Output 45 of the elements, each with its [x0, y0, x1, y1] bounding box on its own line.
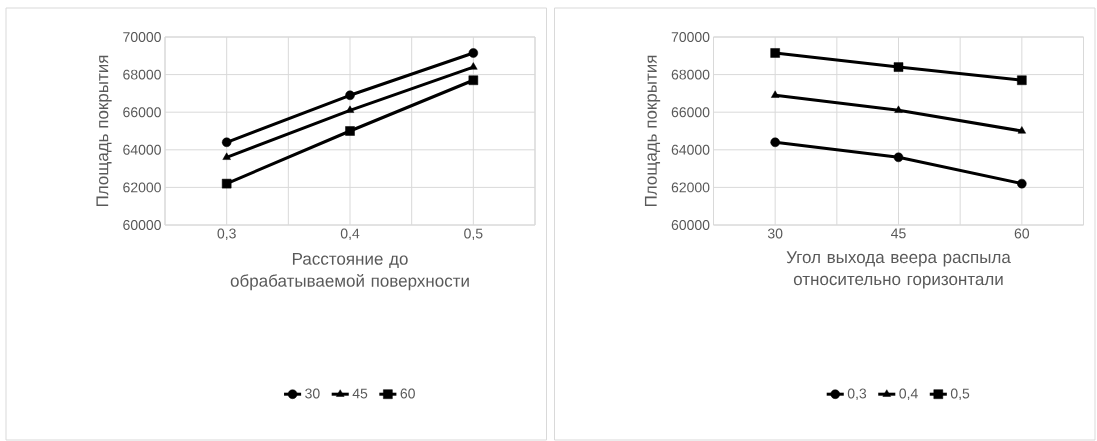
legend-label: 45: [352, 388, 368, 399]
point: [770, 48, 780, 58]
point: [893, 152, 904, 163]
point: [771, 90, 780, 98]
point: [1017, 126, 1026, 134]
y-tick-label: 68000: [671, 69, 710, 80]
point: [468, 48, 479, 58]
point: [221, 178, 232, 189]
point: [345, 126, 355, 136]
y-tick-label: 66000: [123, 107, 161, 118]
y-tick-label: 70000: [123, 32, 161, 42]
y-axis-title: Площадь покрытия: [644, 55, 661, 207]
point: [469, 62, 478, 70]
y-tick-label: 70000: [671, 32, 710, 42]
x-tick-label: 45: [891, 228, 906, 239]
y-tick-label: 64000: [123, 144, 161, 155]
point: [221, 137, 232, 148]
point: [1017, 178, 1027, 189]
y-tick-label: 68000: [123, 69, 161, 80]
x-axis-title: Расстояние до обрабатываемой поверхности: [230, 252, 469, 291]
point: [894, 105, 903, 113]
legend-label: 0,3: [847, 388, 867, 401]
legend-label: 0,5: [950, 388, 970, 401]
y-axis-title: Площадь покрытия: [96, 55, 112, 207]
x-axis-title: Угол выхода веера распыла относительно горизонтали: [786, 251, 1011, 289]
point: [345, 90, 355, 101]
point: [770, 137, 780, 148]
legend-label: 0,4: [899, 388, 918, 401]
legend-label: 60: [400, 388, 415, 399]
point: [468, 75, 479, 85]
x-tick-label: 60: [1014, 228, 1030, 239]
x-tick-label: 30: [767, 228, 783, 239]
x-tick-label: 0,4: [340, 228, 360, 241]
y-tick-label: 60000: [123, 220, 161, 230]
point: [222, 152, 231, 160]
y-tick-label: 62000: [671, 182, 710, 193]
y-tick-label: 66000: [671, 107, 710, 118]
legend-label: 30: [305, 388, 320, 399]
y-tick-label: 60000: [671, 220, 710, 230]
x-tick-label: 0,5: [464, 228, 483, 241]
y-tick-label: 62000: [123, 182, 161, 193]
y-tick-label: 64000: [671, 144, 710, 155]
point: [1017, 75, 1027, 85]
x-tick-label: 0,3: [217, 228, 236, 241]
point: [893, 62, 904, 72]
